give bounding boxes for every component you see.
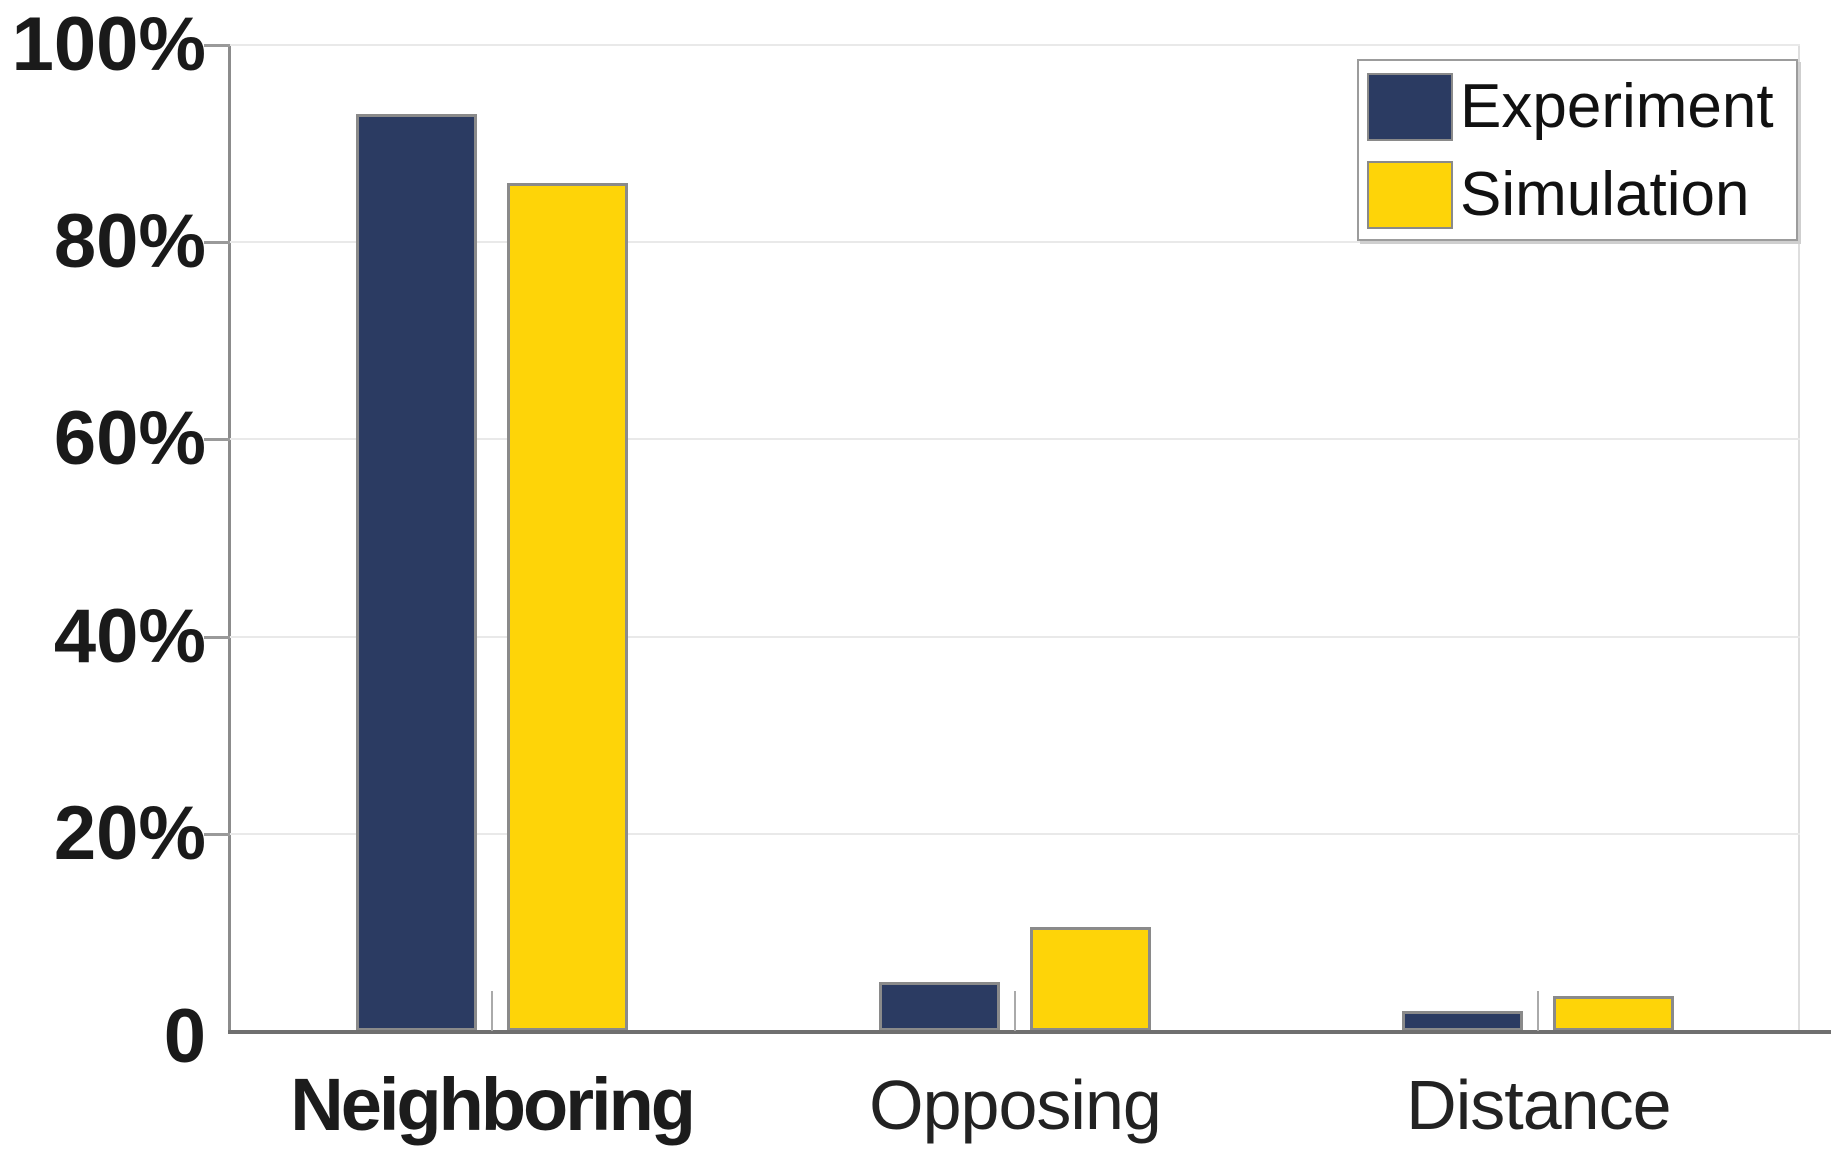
gridline-20 [230,832,1800,835]
legend-box: Experiment Simulation [1357,59,1798,241]
y-axis-tick-label: 40% [53,593,206,679]
bar-simulation-distance [1553,996,1675,1031]
x-axis-label-distance: Distance [1406,1066,1671,1144]
y-axis-spine [228,45,231,1033]
x-tick-distance [1537,991,1540,1031]
legend-item-experiment: Experiment [1367,73,1774,141]
gridline-100 [230,44,1800,46]
x-axis-label-opposing: Opposing [869,1066,1162,1144]
bar-experiment-neighboring [355,114,477,1031]
legend-label-simulation: Simulation [1460,160,1750,229]
simulation-color-swatch [1367,161,1453,229]
legend-label-experiment: Experiment [1460,72,1774,141]
plot-area [230,45,1800,1031]
x-tick-opposing [1014,991,1016,1031]
y-tick-60 [204,438,230,442]
y-tick-100 [204,44,230,47]
x-axis-line [228,1030,1831,1034]
bar-experiment-distance [1402,1011,1524,1031]
legend-item-simulation: Simulation [1367,161,1749,229]
y-tick-20 [204,832,230,836]
x-tick-neighboring [490,991,493,1031]
experiment-color-swatch [1367,73,1453,141]
y-tick-40 [204,635,230,639]
y-axis-tick-label: 100% [11,2,206,87]
y-axis-tick-label: 80% [53,199,206,285]
x-axis-label-neighboring: Neighboring [290,1063,696,1146]
y-axis-tick-label: 0 [163,994,206,1079]
bar-experiment-opposing [879,982,1000,1031]
gridline-80 [230,241,1800,244]
gridline-60 [230,438,1800,441]
bar-simulation-opposing [1030,927,1151,1031]
y-axis-tick-label: 20% [53,790,206,876]
right-plot-border [1798,45,1800,1031]
y-tick-80 [204,241,230,245]
y-axis-tick-label: 60% [53,396,206,482]
gridline-40 [230,635,1800,638]
bar-simulation-neighboring [506,183,628,1031]
